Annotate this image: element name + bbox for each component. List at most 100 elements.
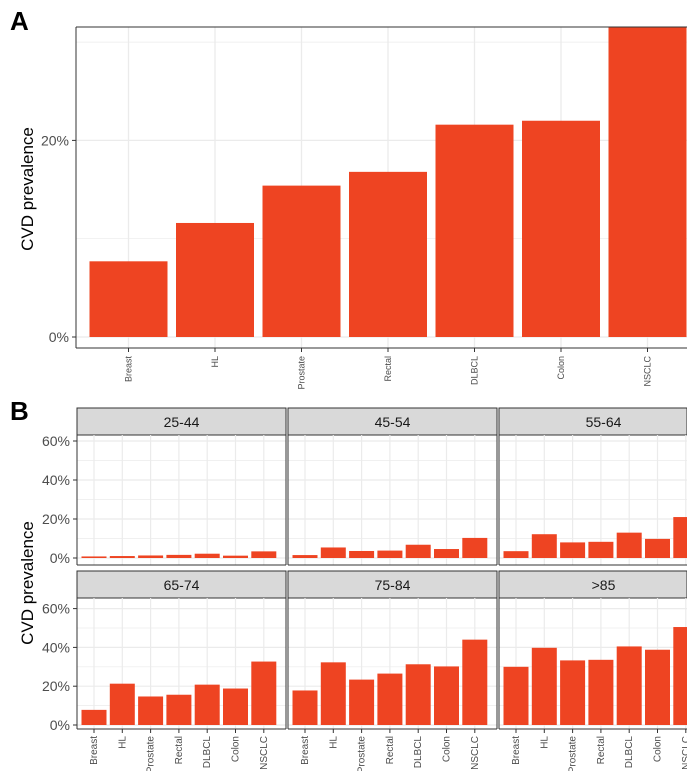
facet-x-tick-label-rectal: Rectal <box>385 736 396 764</box>
facet-strip-label: 55-64 <box>586 414 622 430</box>
panel-a-x-tick-label-colon: Colon <box>556 356 566 380</box>
facet-x-tick-label-dlbcl: DLBCL <box>413 736 424 769</box>
bar-75-84-breast <box>292 690 318 725</box>
facet-x-tick-label-dlbcl: DLBCL <box>202 736 213 769</box>
facet-x-tick-label-nsclc: NSCLC <box>681 736 687 770</box>
panel-b: B CVD prevalence 25-44 45-54 55-64 65-74 Bre… <box>10 396 687 771</box>
facet-25-44: 25-44 <box>76 407 287 566</box>
panel-a-x-tick-label-rectal: Rectal <box>383 356 393 382</box>
bar-breast <box>89 261 168 337</box>
bar-over-85-hl <box>531 647 557 725</box>
facet-x-tick-label-colon: Colon <box>231 736 242 762</box>
facet-x-tick-label-nsclc: NSCLC <box>470 736 481 770</box>
bar-25-44-prostate <box>138 555 164 558</box>
bar-45-54-dlbcl <box>405 544 431 558</box>
facet-strip-label: 25-44 <box>164 414 200 430</box>
bar-25-44-hl <box>109 556 135 558</box>
bar-65-74-colon <box>223 688 248 725</box>
facet-strip <box>287 570 498 599</box>
bar-over-85-breast <box>503 666 529 725</box>
facet-x-tick-label-rectal: Rectal <box>596 736 607 764</box>
panel-a-y-tick-label: 20% <box>41 132 69 148</box>
bar-65-74-nsclc <box>251 661 277 725</box>
bar-rectal <box>349 171 427 337</box>
bar-45-54-hl <box>320 547 346 558</box>
panel-b-y-tick-label: 20% <box>42 678 70 694</box>
bar-over-85-prostate <box>560 660 586 725</box>
panel-b-y-tick-label: 0% <box>50 550 70 566</box>
panel-b-y-tick-label: 60% <box>42 601 70 617</box>
bar-65-74-prostate <box>138 696 164 725</box>
bar-65-74-rectal <box>166 694 192 725</box>
bar-75-84-hl <box>320 662 346 725</box>
panel-b-y-tick-label: 40% <box>42 472 70 488</box>
bar-75-84-dlbcl <box>405 664 431 725</box>
bar-65-74-dlbcl <box>194 684 220 725</box>
facet-x-tick-label-breast: Breast <box>89 736 100 765</box>
panel-a-x-tick-label-breast: Breast <box>124 356 134 383</box>
facet-x-tick-label-nsclc: NSCLC <box>259 736 270 770</box>
facet-x-tick-label-prostate: Prostate <box>357 736 368 771</box>
panel-a-x-ticks: Breast HL Prostate Rectal DLBCL Colon NSCLC <box>124 348 653 390</box>
facet-gridlines <box>288 435 497 565</box>
facet-bars <box>292 537 488 558</box>
facet-bars <box>292 639 488 725</box>
panel-a-x-tick-label-hl: HL <box>210 356 220 368</box>
facet-strip <box>498 570 687 599</box>
bar-25-44-nsclc <box>251 551 277 558</box>
bar-75-84-nsclc <box>462 639 488 725</box>
facet-strip <box>498 407 687 436</box>
bar-dlbcl <box>435 124 514 337</box>
bar-over-85-nsclc <box>673 627 687 725</box>
facet-over-85: >85 Breast HL Prostate Rectal DLBCL Colon NSCLC <box>498 570 687 771</box>
bar-75-84-colon <box>434 666 459 725</box>
panel-a-x-tick-label-dlbcl: DLBCL <box>470 356 480 385</box>
bar-55-64-hl <box>531 534 557 558</box>
facet-strip-label: 45-54 <box>375 414 411 430</box>
facet-75-84: 75-84 Breast HL Prostate Rectal DLBCL Colon NSC… <box>287 570 498 771</box>
bar-over-85-rectal <box>588 659 614 725</box>
bar-45-54-rectal <box>377 550 403 558</box>
facet-x-tick-label-prostate: Prostate <box>568 736 579 771</box>
bar-75-84-prostate <box>349 679 375 725</box>
facet-55-64: 55-64 <box>498 407 687 566</box>
facet-65-74: 65-74 Breast HL Prostate Rectal DLBCL Colon NSC… <box>76 570 287 771</box>
panel-b-letter: B <box>10 396 29 426</box>
facet-bars <box>81 661 277 725</box>
facet-bars <box>503 517 687 558</box>
facet-x-tick-label-colon: Colon <box>442 736 453 762</box>
bar-55-64-breast <box>503 551 529 558</box>
panel-b-y-ticks: 0% 20% 40% 60% 0% 20% 40% 60% <box>42 433 77 733</box>
panel-a: A CVD prevalence 0%20%40%60% BreastHLPro… <box>10 6 687 390</box>
facet-strip <box>76 570 287 599</box>
facet-45-54: 45-54 <box>287 407 498 566</box>
facet-strip <box>287 407 498 436</box>
bar-45-54-breast <box>292 555 318 558</box>
panel-a-y-axis-title: CVD prevalence <box>18 127 37 251</box>
bar-55-64-rectal <box>588 541 614 558</box>
bar-25-44-rectal <box>166 554 192 558</box>
bar-colon <box>522 120 600 338</box>
bar-55-64-colon <box>645 538 670 558</box>
facet-bars <box>503 627 687 725</box>
bar-hl <box>176 222 254 337</box>
panel-b-y-tick-label: 20% <box>42 511 70 527</box>
bar-65-74-breast <box>81 709 107 725</box>
bar-45-54-prostate <box>349 550 375 558</box>
facet-x-tick-label-hl: HL <box>117 736 128 749</box>
facet-strip-label: 65-74 <box>164 577 200 593</box>
panel-a-y-tick-label: 0% <box>49 329 69 345</box>
panel-b-y-axis-title: CVD prevalence <box>18 521 37 645</box>
panel-a-x-tick-label-prostate: Prostate <box>297 356 307 390</box>
bar-nsclc <box>608 27 687 338</box>
facet-x-tick-label-hl: HL <box>539 736 550 749</box>
bar-45-54-colon <box>434 549 459 558</box>
panel-b-y-tick-label: 60% <box>42 433 70 449</box>
bar-55-64-nsclc <box>673 517 687 558</box>
facet-strip-label: 75-84 <box>375 577 411 593</box>
facet-x-tick-label-prostate: Prostate <box>146 736 157 771</box>
facet-x-tick-label-hl: HL <box>328 736 339 749</box>
facet-x-tick-label-breast: Breast <box>511 736 522 765</box>
panel-a-y-ticks: 0%20%40%60% <box>41 132 76 345</box>
